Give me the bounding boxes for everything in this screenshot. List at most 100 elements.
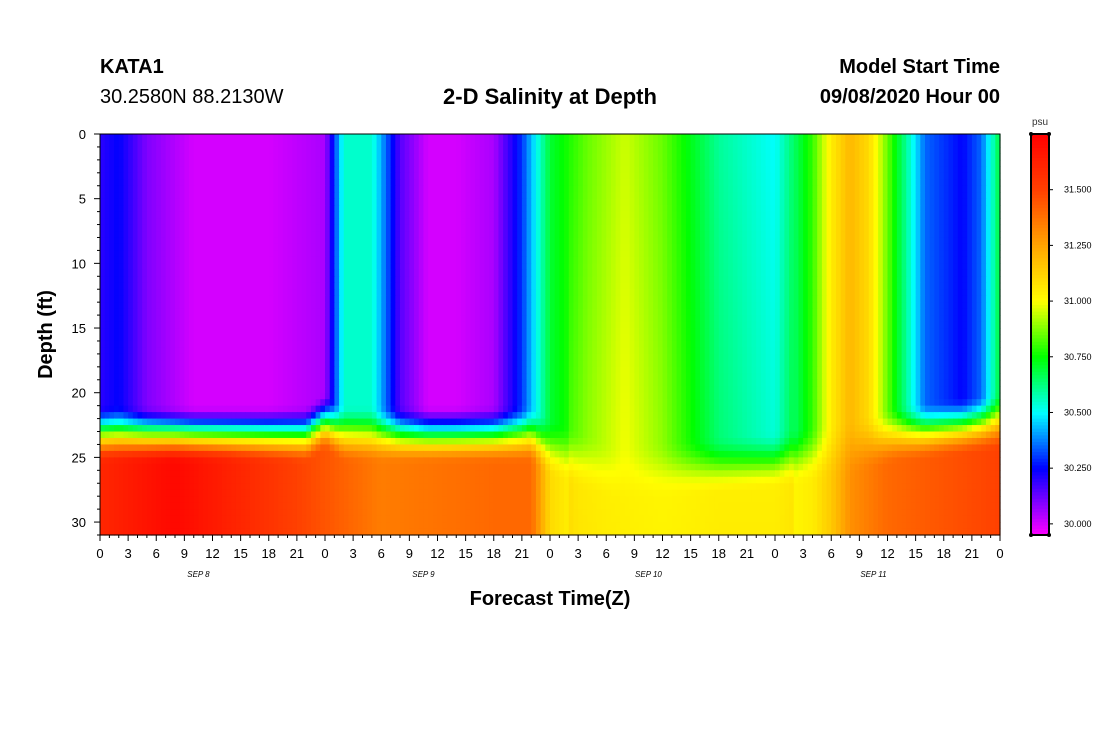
heatmap-cell: [489, 159, 495, 167]
heatmap-cell: [639, 198, 645, 206]
heatmap-cell: [657, 263, 664, 271]
heatmap-cell: [793, 250, 800, 258]
heatmap-cell: [432, 159, 439, 167]
heatmap-cell: [235, 134, 242, 142]
heatmap-cell: [859, 282, 865, 290]
heatmap-cell: [278, 282, 284, 290]
heatmap-cell: [395, 153, 401, 161]
heatmap-cell: [648, 211, 654, 219]
heatmap-cell: [535, 198, 542, 206]
heatmap-cell: [212, 166, 218, 174]
heatmap-cell: [235, 289, 242, 297]
heatmap-cell: [784, 250, 790, 258]
heatmap-cell: [953, 237, 959, 245]
heatmap-cell: [245, 153, 251, 161]
heatmap-cell: [329, 289, 335, 297]
heatmap-cell: [268, 269, 275, 277]
heatmap-cell: [231, 218, 237, 226]
heatmap-cell: [957, 159, 964, 167]
heatmap-cell: [896, 172, 903, 180]
heatmap-cell: [273, 192, 279, 200]
heatmap-cell: [526, 134, 532, 142]
heatmap-cell: [193, 172, 200, 180]
heatmap-cell: [540, 134, 546, 142]
heatmap-cell: [535, 243, 542, 252]
heatmap-cell: [470, 198, 476, 206]
heatmap-cell: [203, 231, 209, 239]
heatmap-cell: [775, 205, 781, 213]
heatmap-cell: [418, 134, 425, 142]
heatmap-cell: [517, 185, 523, 193]
heatmap-cell: [714, 192, 720, 200]
heatmap-cell: [203, 205, 209, 213]
heatmap-cell: [615, 140, 621, 148]
heatmap-cell: [559, 179, 565, 187]
heatmap-cell: [798, 237, 804, 245]
heatmap-cell: [695, 269, 701, 277]
heatmap-cell: [264, 153, 270, 161]
heatmap-cell: [831, 134, 837, 142]
heatmap-cell: [615, 192, 621, 200]
heatmap-cell: [428, 269, 434, 277]
heatmap-cell: [221, 282, 228, 290]
heatmap-cell: [625, 205, 631, 213]
heatmap-cell: [418, 295, 425, 303]
heatmap-cell: [339, 289, 345, 297]
heatmap-cell: [971, 172, 978, 180]
heatmap-cell: [592, 263, 598, 271]
heatmap-cell: [943, 295, 950, 303]
heatmap-cell: [700, 243, 706, 252]
heatmap-cell: [728, 269, 734, 277]
heatmap-cell: [325, 185, 331, 193]
heatmap-cell: [770, 179, 776, 187]
heatmap-cell: [962, 243, 968, 252]
heatmap-cell: [460, 282, 467, 290]
heatmap-cell: [850, 224, 856, 232]
heatmap-cell: [390, 243, 396, 252]
heatmap-cell: [400, 172, 406, 180]
heatmap-cell: [700, 146, 706, 155]
heatmap-cell: [896, 263, 903, 271]
heatmap-cell: [850, 179, 856, 187]
heatmap-cell: [184, 172, 190, 180]
heatmap-cell: [526, 224, 532, 232]
heatmap-cell: [643, 166, 650, 174]
heatmap-cell: [667, 218, 673, 226]
heatmap-cell: [250, 295, 256, 303]
heatmap-cell: [601, 134, 607, 142]
heatmap-cell: [826, 231, 832, 239]
heatmap-cell: [245, 218, 251, 226]
heatmap-cell: [282, 192, 289, 200]
heatmap-cell: [259, 269, 265, 277]
heatmap-cell: [901, 263, 907, 271]
heatmap-cell: [292, 198, 298, 206]
heatmap-cell: [264, 256, 270, 264]
heatmap-cell: [723, 159, 729, 167]
heatmap-cell: [821, 289, 828, 297]
heatmap-cell: [489, 134, 495, 142]
heatmap-cell: [751, 185, 757, 193]
heatmap-cell: [498, 250, 504, 258]
heatmap-cell: [976, 172, 982, 180]
heatmap-cell: [892, 185, 898, 193]
heatmap-cell: [526, 146, 532, 155]
heatmap-cell: [114, 192, 120, 200]
heatmap-cell: [498, 211, 504, 219]
heatmap-cell: [456, 153, 462, 161]
heatmap-cell: [268, 224, 275, 232]
heatmap-cell: [587, 224, 593, 232]
heatmap-cell: [939, 192, 945, 200]
heatmap-cell: [259, 198, 265, 206]
heatmap-cell: [250, 250, 256, 258]
heatmap-cell: [990, 134, 996, 142]
heatmap-cell: [193, 211, 200, 219]
heatmap-cell: [985, 153, 992, 161]
heatmap-cell: [568, 211, 575, 219]
heatmap-cell: [718, 172, 725, 180]
heatmap-cell: [479, 185, 485, 193]
heatmap-cell: [310, 289, 317, 297]
heatmap-cell: [807, 159, 814, 167]
heatmap-cell: [676, 166, 682, 174]
heatmap-cell: [517, 282, 523, 290]
heatmap-cell: [189, 146, 195, 155]
